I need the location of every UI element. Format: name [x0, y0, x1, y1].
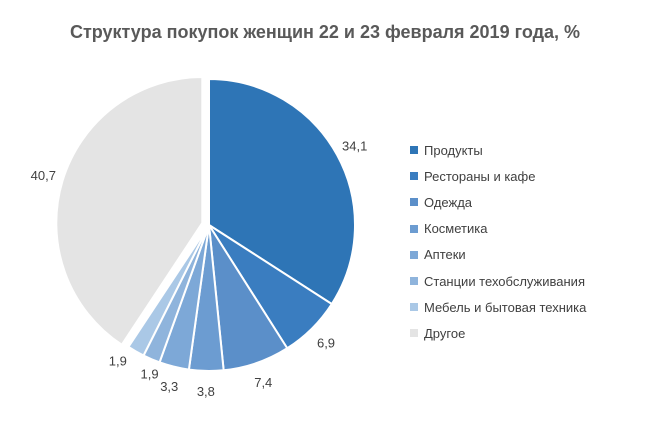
legend-item: Продукты: [410, 137, 586, 163]
legend-item: Рестораны и кафе: [410, 163, 586, 189]
legend-label: Другое: [424, 325, 466, 341]
legend-swatch: [410, 329, 418, 338]
data-label: 1,9: [141, 367, 159, 382]
pie-slice: [55, 75, 204, 347]
legend-swatch: [410, 250, 418, 259]
legend-item: Мебель и бытовая техника: [410, 294, 586, 320]
legend-item: Аптеки: [410, 242, 586, 268]
data-label: 3,8: [197, 384, 215, 399]
legend-swatch: [410, 224, 418, 233]
legend-swatch: [410, 146, 418, 155]
legend-label: Рестораны и кафе: [424, 168, 536, 184]
legend-label: Косметика: [424, 221, 488, 237]
data-label: 1,9: [109, 354, 127, 369]
legend-item: Станции техобслуживания: [410, 268, 586, 294]
legend-label: Одежда: [424, 194, 473, 210]
legend-swatch: [410, 172, 418, 181]
legend-swatch: [410, 303, 418, 312]
legend-label: Продукты: [424, 142, 483, 158]
data-label: 34,1: [342, 138, 367, 153]
data-label: 6,9: [317, 336, 335, 351]
legend-label: Мебель и бытовая техника: [424, 299, 587, 315]
legend-item: Другое: [410, 320, 586, 346]
data-label: 7,4: [254, 375, 272, 390]
chart-title: Структура покупок женщин 22 и 23 февраля…: [69, 22, 581, 42]
legend-label: Аптеки: [424, 247, 466, 263]
legend-swatch: [410, 277, 418, 286]
legend-item: Одежда: [410, 189, 586, 215]
legend-swatch: [410, 198, 418, 207]
legend-item: Косметика: [410, 216, 586, 242]
legend: Продукты Рестораны и кафе Одежда Косметика А…: [410, 137, 586, 347]
pie-slice: [127, 224, 210, 357]
data-label: 40,7: [31, 168, 56, 183]
legend-label: Станции техобслуживания: [424, 273, 585, 289]
data-label: 3,3: [160, 379, 178, 394]
